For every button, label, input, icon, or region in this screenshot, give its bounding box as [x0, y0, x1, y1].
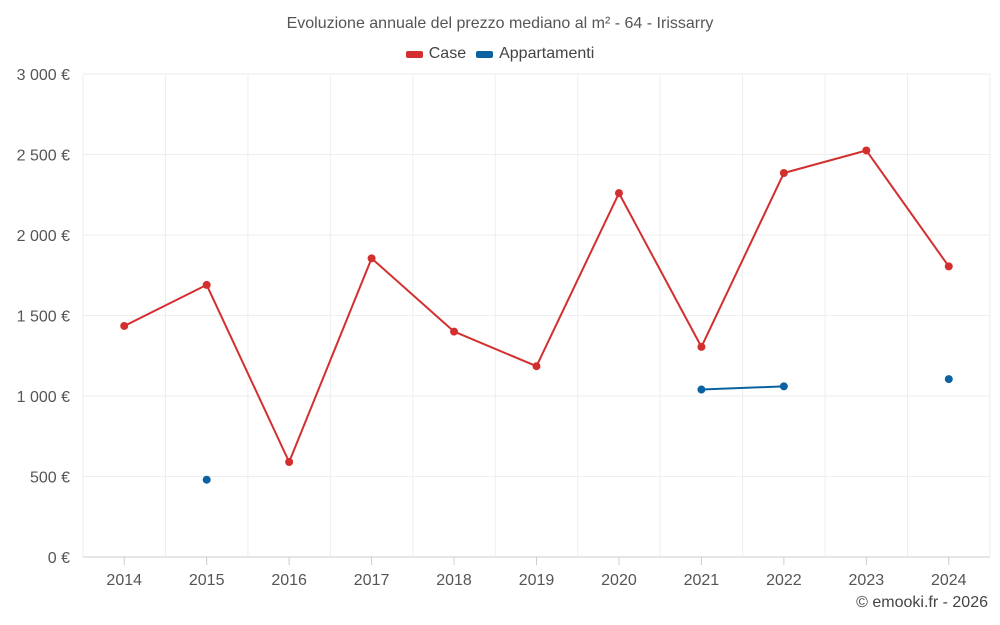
- x-tick-label: 2021: [684, 572, 720, 589]
- data-point-case: [120, 321, 129, 330]
- data-point-appartamenti: [944, 375, 953, 384]
- data-point-case: [285, 458, 294, 467]
- y-tick-label: 1 000 €: [17, 389, 70, 406]
- legend-label-case: Case: [428, 45, 467, 62]
- x-tick-label: 2018: [436, 572, 472, 589]
- data-point-case: [532, 362, 541, 371]
- y-tick-label: 500 €: [30, 470, 70, 487]
- x-tick-label: 2022: [766, 572, 802, 589]
- legend-label-appartamenti: Appartamenti: [499, 45, 595, 62]
- y-tick-label: 0 €: [48, 550, 70, 567]
- data-point-appartamenti: [697, 385, 706, 394]
- data-point-appartamenti: [202, 475, 211, 484]
- x-tick-label: 2015: [189, 572, 225, 589]
- y-tick-label: 3 000 €: [17, 67, 70, 84]
- x-tick-label: 2024: [931, 572, 967, 589]
- footer-credit: © emooki.fr - 2026: [856, 594, 988, 611]
- x-tick-label: 2016: [271, 572, 307, 589]
- data-point-case: [944, 262, 953, 271]
- x-tick-label: 2020: [601, 572, 637, 589]
- data-point-case: [697, 342, 706, 351]
- x-tick-label: 2014: [106, 572, 142, 589]
- legend-item-appartamenti[interactable]: Appartamenti: [476, 45, 594, 63]
- data-point-case: [367, 254, 376, 263]
- data-point-case: [202, 280, 211, 289]
- data-point-appartamenti: [779, 382, 788, 391]
- y-tick-label: 2 000 €: [17, 228, 70, 245]
- legend: Case Appartamenti: [0, 45, 1000, 63]
- x-tick-label: 2017: [354, 572, 390, 589]
- y-tick-label: 1 500 €: [17, 309, 70, 326]
- chart-title: Evoluzione annuale del prezzo mediano al…: [286, 15, 714, 32]
- legend-swatch-case: [405, 50, 423, 58]
- data-point-case: [862, 146, 871, 155]
- data-point-case: [614, 189, 623, 198]
- data-point-case: [450, 327, 459, 336]
- y-tick-label: 2 500 €: [17, 148, 70, 165]
- x-tick-label: 2019: [519, 572, 555, 589]
- legend-item-case[interactable]: Case: [405, 45, 467, 63]
- data-point-case: [779, 169, 788, 178]
- legend-swatch-appartamenti: [476, 50, 494, 58]
- x-tick-label: 2023: [849, 572, 885, 589]
- series-line-appartamenti: [701, 385, 784, 391]
